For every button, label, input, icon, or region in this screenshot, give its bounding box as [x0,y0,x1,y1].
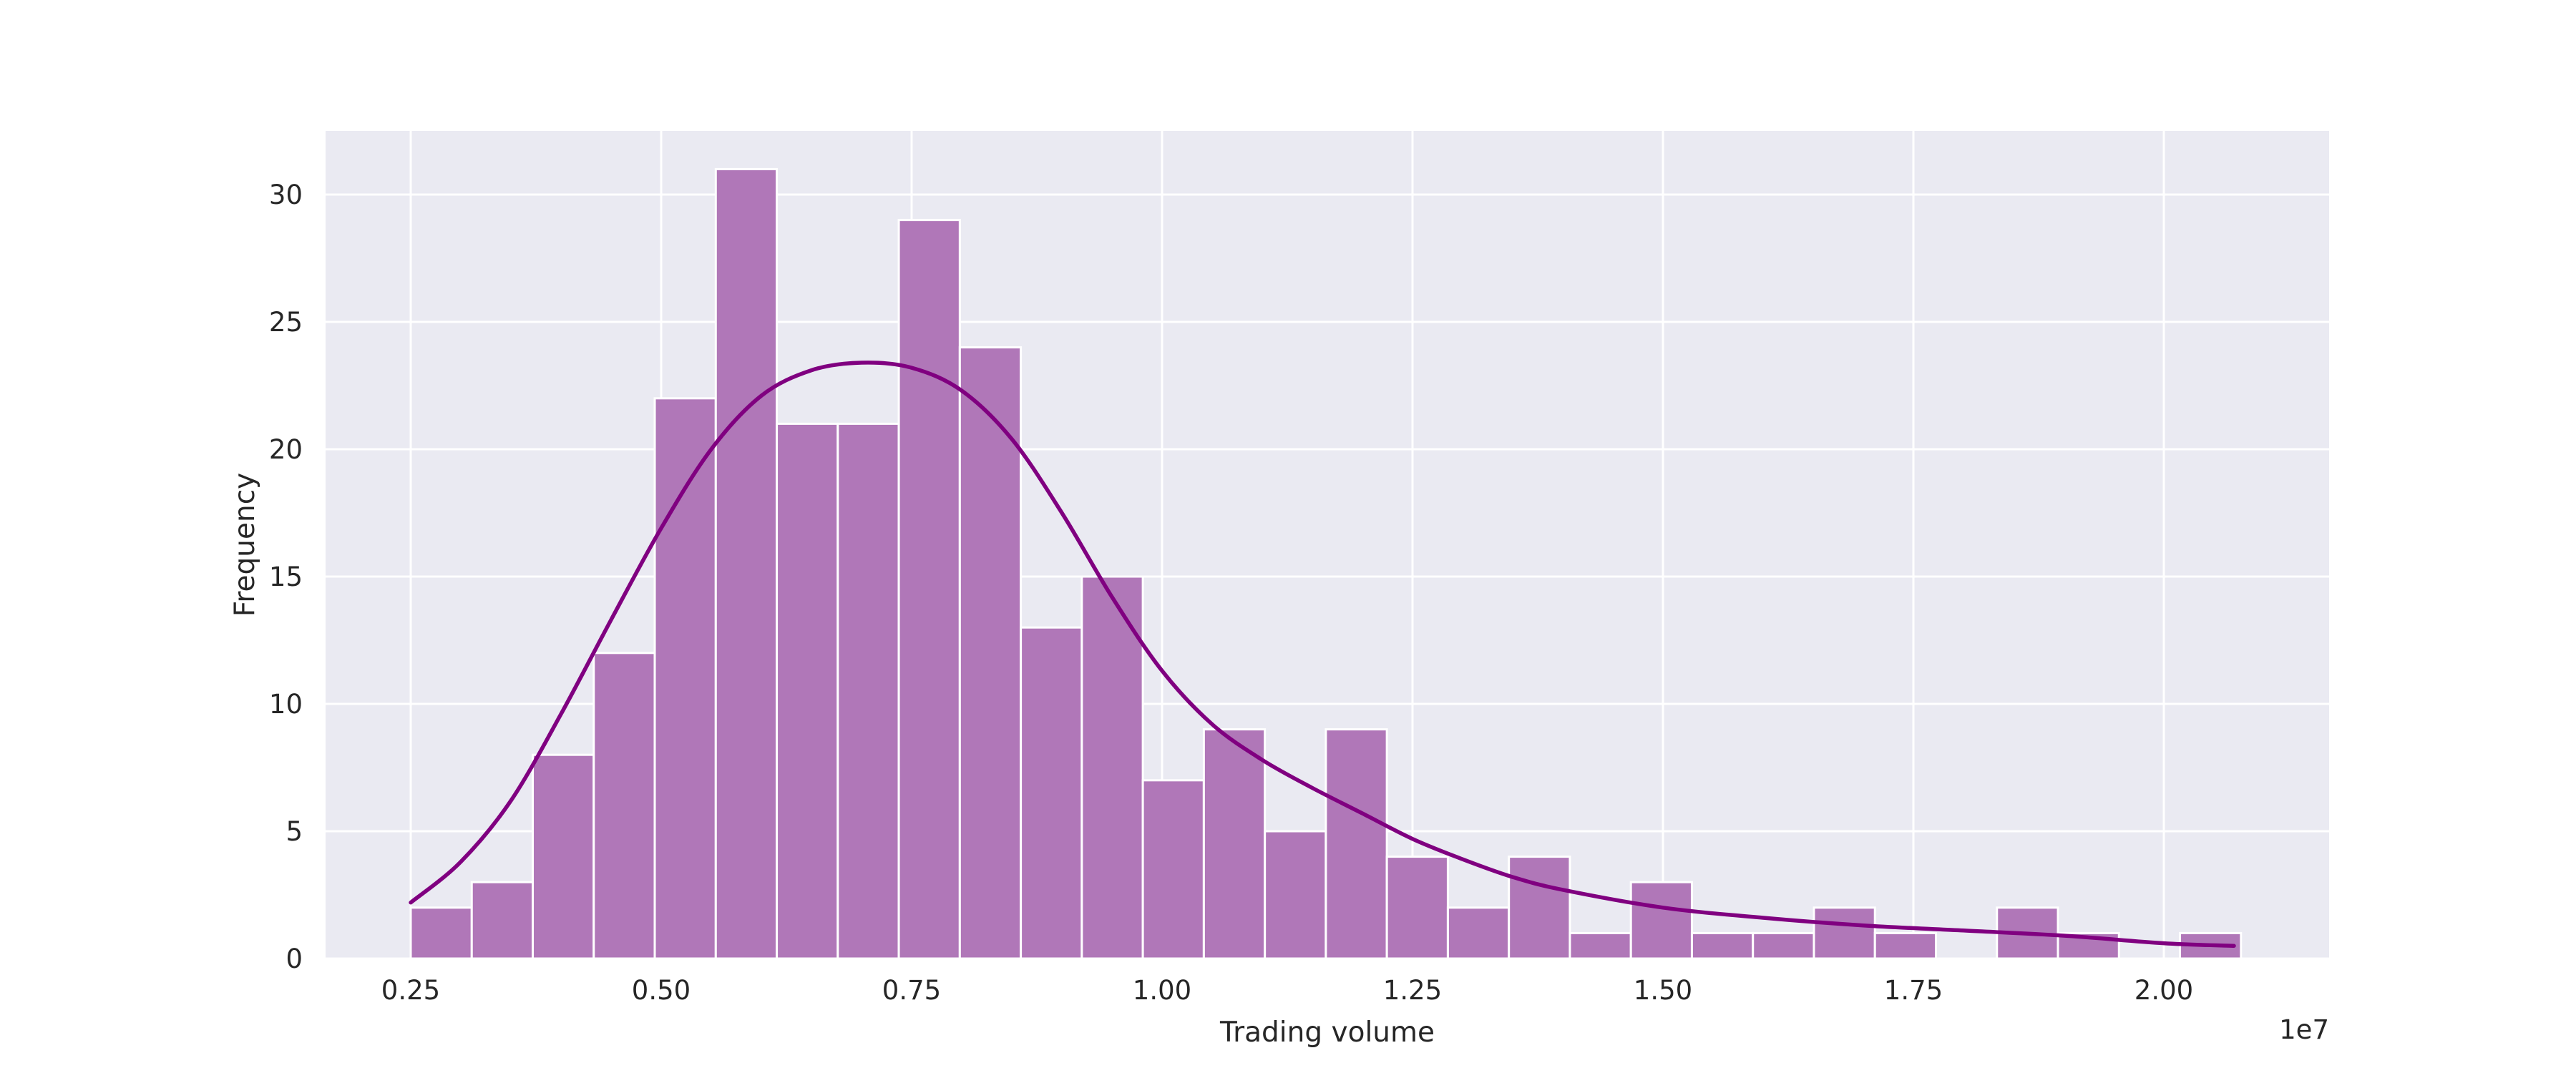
x-tick-label: 0.25 [381,975,440,1006]
histogram-bar [1568,931,1632,960]
tick-labels: 0.25 0.50 0.75 1.00 1.25 1.50 1.75 2.00 0 5 10 15 20… [269,180,2193,1006]
histogram-bar [1264,830,1327,960]
histogram-bar [1020,626,1083,960]
histogram-bar [1690,931,1755,960]
histogram-bar [532,753,595,960]
histogram-bar [653,397,717,960]
histogram-bar [897,219,961,960]
y-tick-label: 20 [269,434,303,465]
histogram-bar [1446,906,1511,960]
x-tick-label: 1.25 [1383,975,1442,1006]
x-tick-label: 1.50 [1634,975,1692,1006]
histogram-bar [836,422,900,960]
histogram-bar [1385,856,1449,960]
y-tick-label: 30 [269,180,303,210]
kde-curve-group [409,361,2236,948]
histogram-bar [592,652,656,960]
histogram-bar [1202,728,1267,960]
y-tick-label: 15 [269,562,303,592]
y-axis-label: Frequency [229,473,261,617]
histogram-bar [1813,906,1876,960]
x-axis-offset-label: 1e7 [2279,1014,2329,1045]
histogram-bar [1752,931,1815,960]
histogram-bar [1141,779,1205,960]
x-tick-label: 0.50 [632,975,691,1006]
histogram-bar [714,167,779,960]
histogram-bar [776,422,839,960]
x-tick-label: 1.00 [1133,975,1191,1006]
histogram-bars [409,167,2243,960]
histogram-bar [409,906,473,960]
y-tick-label: 0 [286,944,303,974]
x-tick-label: 1.75 [1884,975,1943,1006]
histogram-bar [470,881,535,960]
y-tick-label: 25 [269,307,303,338]
y-tick-label: 5 [286,816,303,847]
x-tick-label: 0.75 [882,975,941,1006]
x-axis-label: Trading volume [1219,1016,1435,1049]
y-tick-label: 10 [269,689,303,720]
kde-curve [409,361,2236,948]
histogram-bar [1508,856,1571,960]
x-tick-label: 2.00 [2135,975,2193,1006]
histogram-bar [1324,728,1388,960]
histogram-bar [1873,931,1937,960]
histogram-bar [1629,881,1693,960]
histogram-bar [958,346,1023,960]
histogram-bar [1080,575,1144,960]
